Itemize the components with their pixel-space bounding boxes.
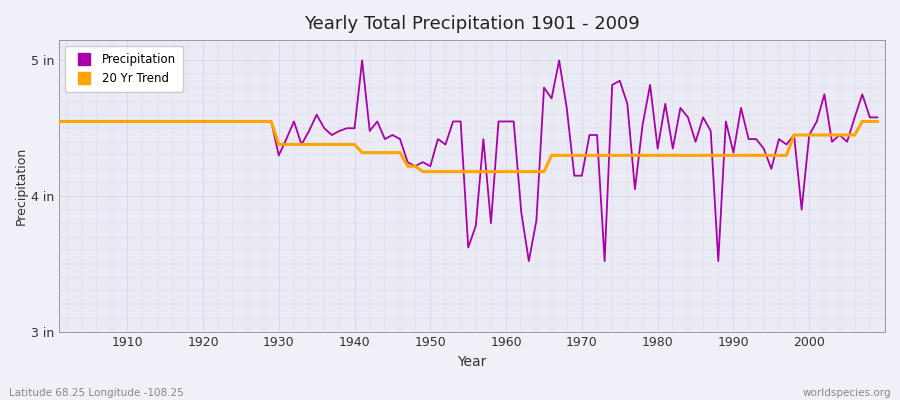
Y-axis label: Precipitation: Precipitation	[15, 147, 28, 225]
Text: Latitude 68.25 Longitude -108.25: Latitude 68.25 Longitude -108.25	[9, 388, 184, 398]
Title: Yearly Total Precipitation 1901 - 2009: Yearly Total Precipitation 1901 - 2009	[304, 15, 640, 33]
Legend: Precipitation, 20 Yr Trend: Precipitation, 20 Yr Trend	[65, 46, 183, 92]
X-axis label: Year: Year	[457, 355, 487, 369]
Text: worldspecies.org: worldspecies.org	[803, 388, 891, 398]
